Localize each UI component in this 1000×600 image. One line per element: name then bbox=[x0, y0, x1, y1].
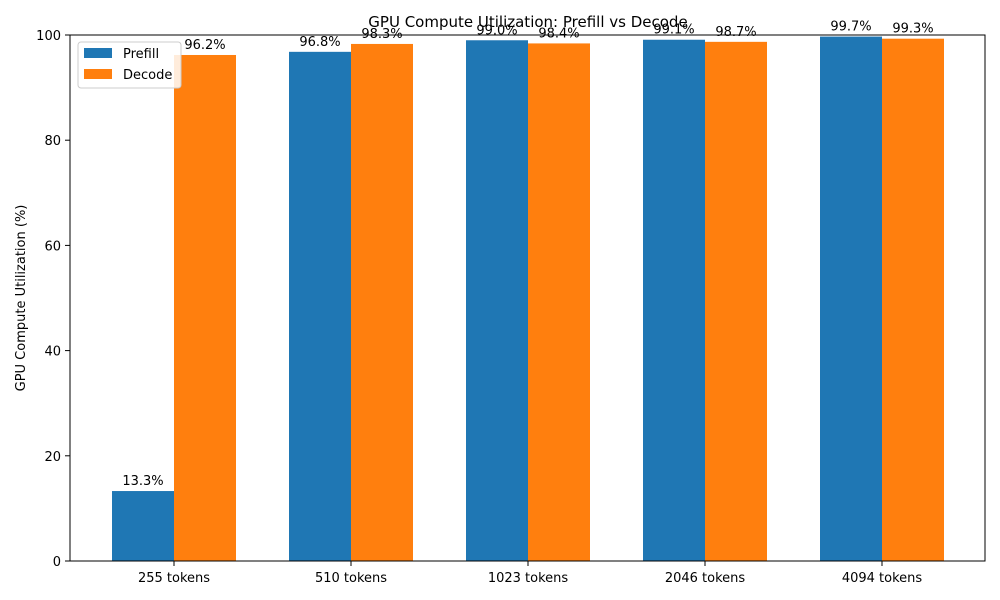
bar-prefill-4 bbox=[820, 36, 882, 561]
data-label-decode-3: 98.7% bbox=[715, 25, 756, 40]
legend-swatch-decode bbox=[84, 69, 112, 79]
legend-label-decode: Decode bbox=[123, 68, 172, 83]
bar-prefill-0 bbox=[112, 491, 174, 561]
legend-swatch-prefill bbox=[84, 48, 112, 58]
x-tick-label-4: 4094 tokens bbox=[842, 571, 923, 586]
bar-decode-1 bbox=[351, 43, 413, 561]
data-label-decode-0: 96.2% bbox=[184, 38, 225, 53]
y-axis: 0 20 40 60 80 100 bbox=[36, 29, 70, 570]
y-tick-label-5: 100 bbox=[36, 29, 61, 44]
data-label-prefill-3: 99.1% bbox=[653, 23, 694, 38]
x-tick-label-3: 2046 tokens bbox=[665, 571, 746, 586]
data-label-prefill-2: 99.0% bbox=[476, 23, 517, 38]
x-tick-label-1: 510 tokens bbox=[315, 571, 387, 586]
x-tick-label-2: 1023 tokens bbox=[488, 571, 569, 586]
bar-prefill-1 bbox=[289, 51, 351, 561]
y-tick-label-0: 0 bbox=[53, 555, 61, 570]
bar-decode-0 bbox=[174, 54, 236, 561]
chart-title: GPU Compute Utilization: Prefill vs Deco… bbox=[368, 13, 687, 31]
data-label-decode-2: 98.4% bbox=[538, 26, 579, 41]
y-tick-label-1: 20 bbox=[44, 450, 61, 465]
bar-prefill-3 bbox=[643, 39, 705, 561]
bar-decode-4 bbox=[882, 38, 944, 561]
data-label-decode-1: 98.3% bbox=[361, 27, 402, 42]
bar-prefill-2 bbox=[466, 40, 528, 561]
x-axis: 255 tokens 510 tokens 1023 tokens 2046 toke… bbox=[138, 561, 922, 586]
data-label-prefill-4: 99.7% bbox=[830, 20, 871, 35]
y-axis-title: GPU Compute Utilization (%) bbox=[14, 205, 29, 392]
bars-group bbox=[112, 36, 944, 561]
data-label-prefill-1: 96.8% bbox=[299, 35, 340, 50]
data-label-decode-4: 99.3% bbox=[892, 22, 933, 37]
legend: Prefill Decode bbox=[77, 41, 182, 89]
data-labels-group: 13.3% 96.2% 96.8% 98.3% 99.0% 98.4% 99.1% 98.7%… bbox=[122, 20, 933, 489]
x-tick-label-0: 255 tokens bbox=[138, 571, 210, 586]
y-tick-label-3: 60 bbox=[44, 239, 61, 254]
data-label-prefill-0: 13.3% bbox=[122, 474, 163, 489]
legend-label-prefill: Prefill bbox=[123, 47, 159, 62]
y-tick-label-4: 80 bbox=[44, 134, 61, 149]
bar-decode-2 bbox=[528, 43, 590, 561]
bar-decode-3 bbox=[705, 41, 767, 561]
y-tick-label-2: 40 bbox=[44, 345, 61, 360]
